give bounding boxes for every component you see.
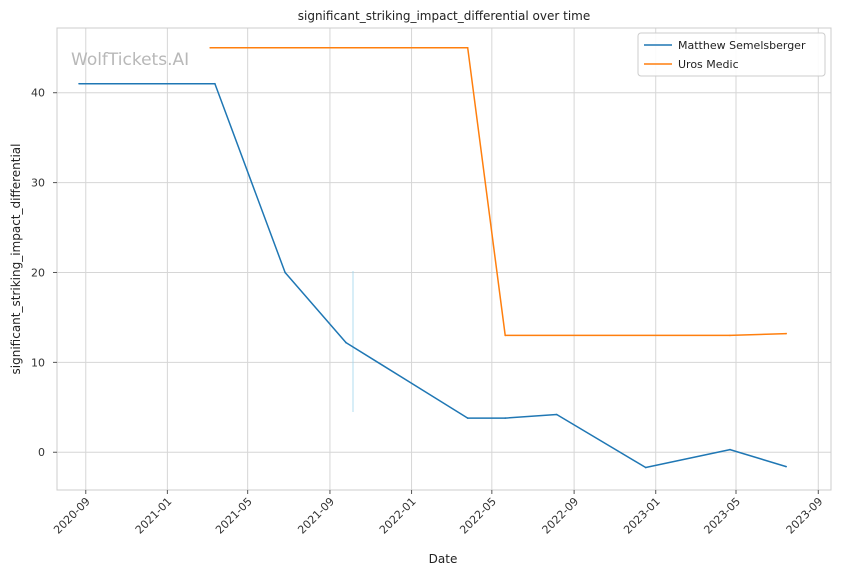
x-tick-label: 2022-01 (377, 495, 419, 537)
legend: Matthew Semelsberger Uros Medic (637, 32, 826, 77)
series-line-matthew-semelsberger (79, 82, 787, 469)
x-tick-label: 2022-05 (457, 495, 499, 537)
series-line-uros-medic (210, 47, 787, 337)
data-point-matthew-semelsberger (466, 417, 469, 419)
legend-label: Matthew Semelsberger (678, 39, 806, 52)
x-tick-label: 2023-05 (701, 495, 743, 537)
data-point-uros-medic (504, 334, 507, 337)
x-tick-label: 2021-01 (133, 495, 175, 537)
y-tick-label: 20 (31, 266, 45, 279)
y-tick-label: 40 (31, 87, 45, 100)
data-point-matthew-semelsberger (555, 413, 558, 416)
data-point-matthew-semelsberger (345, 341, 347, 344)
data-point-uros-medic (785, 332, 787, 335)
data-point-uros-medic (729, 334, 731, 337)
y-tick-label: 30 (31, 177, 45, 190)
data-point-matthew-semelsberger (78, 82, 80, 85)
data-point-uros-medic (209, 46, 211, 49)
data-point-matthew-semelsberger (644, 466, 647, 469)
y-axis-title: significant_striking_impact_differential (9, 144, 23, 375)
x-axis-title: Date (429, 552, 458, 566)
chart-title: significant_striking_impact_differential… (298, 9, 590, 23)
series-layer (78, 46, 787, 469)
data-point-matthew-semelsberger (214, 82, 216, 85)
data-point-uros-medic (466, 46, 469, 49)
data-point-matthew-semelsberger (284, 271, 286, 274)
x-tick-label: 2022-09 (540, 495, 582, 537)
data-point-matthew-semelsberger (504, 417, 507, 419)
x-axis-ticks: 2020-09 2021-01 2021-05 2021-09 2022-01 2022-… (51, 490, 825, 537)
x-tick-label: 2021-05 (213, 495, 255, 537)
x-tick-label: 2021-09 (295, 495, 337, 537)
y-tick-label: 10 (31, 356, 45, 369)
x-tick-label: 2020-09 (51, 495, 93, 537)
plot-frame (56, 27, 832, 491)
data-point-matthew-semelsberger (785, 465, 787, 468)
x-tick-label: 2023-09 (784, 495, 826, 537)
watermark: WolfTickets.AI (71, 50, 189, 70)
legend-box (637, 32, 826, 77)
data-point-matthew-semelsberger (729, 448, 731, 451)
y-axis-ticks: 0 10 20 30 40 (31, 87, 57, 459)
grid (57, 28, 831, 490)
legend-label: Uros Medic (678, 58, 739, 71)
y-tick-label: 0 (38, 446, 45, 459)
x-tick-label: 2023-01 (621, 495, 663, 537)
